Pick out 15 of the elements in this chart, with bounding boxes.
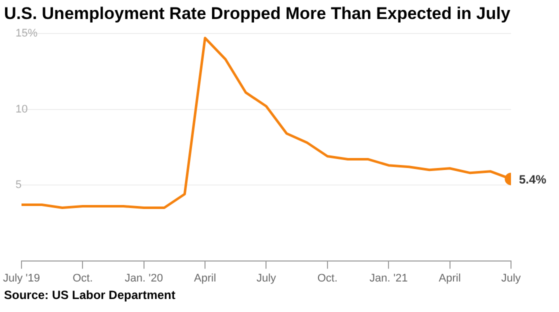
x-tick-label: April <box>438 272 461 284</box>
y-tick-label: 5 <box>15 179 22 192</box>
y-tick-label: 10 <box>15 103 28 116</box>
x-tick-label: Jan. '20 <box>124 272 163 284</box>
x-tick-label: Jan. '21 <box>370 272 408 284</box>
x-tick-label: Oct. <box>317 272 338 284</box>
data-label: 5.4% <box>519 172 547 186</box>
x-tick-label: July <box>501 272 522 284</box>
x-tick-label: Oct. <box>72 272 93 284</box>
y-tick-label: 15% <box>15 28 38 40</box>
x-tick-label: July '19 <box>3 272 40 284</box>
x-tick-label: July <box>256 272 277 284</box>
chart-title: U.S. Unemployment Rate Dropped More Than Expected in July <box>3 3 512 25</box>
source-note: Source: US Labor Department <box>3 288 176 302</box>
x-tick-label: April <box>194 272 216 284</box>
